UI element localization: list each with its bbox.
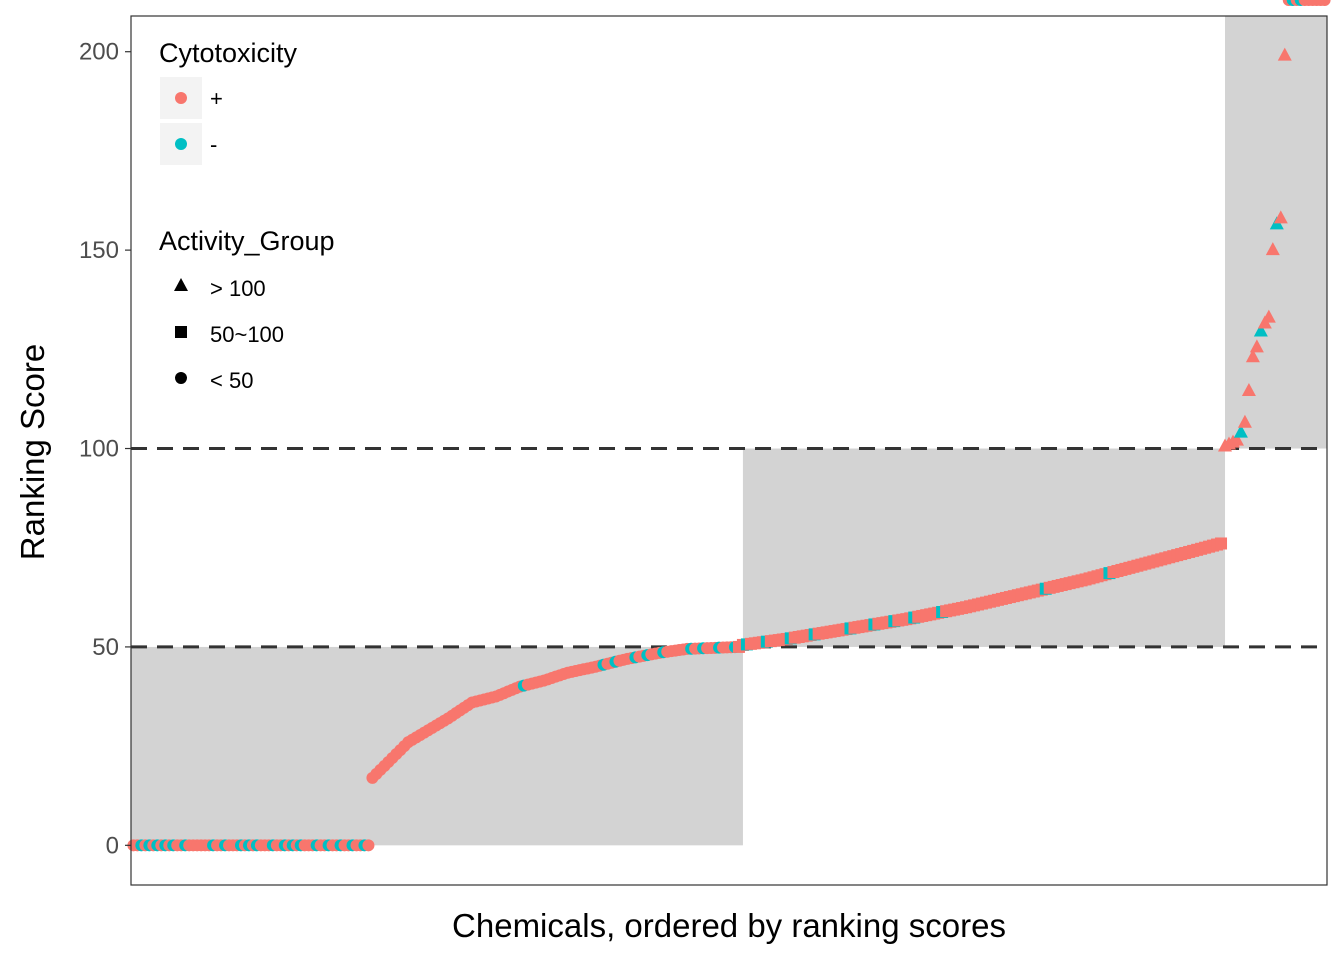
legend-key-square xyxy=(175,326,187,338)
legend-key-circle xyxy=(175,372,187,384)
data-point xyxy=(1237,414,1252,428)
legend-key-negative xyxy=(175,138,187,150)
data-point xyxy=(1273,210,1288,224)
legend-color-title: Cytotoxicity xyxy=(159,38,298,68)
y-axis-title: Ranking Score xyxy=(14,344,51,560)
data-point xyxy=(362,839,375,852)
data-point xyxy=(1265,242,1280,256)
shaded-region-1 xyxy=(131,646,743,846)
y-tick-label: 100 xyxy=(79,436,119,463)
legend-label-gt100: > 100 xyxy=(210,276,266,301)
y-tick-label: 150 xyxy=(79,237,119,264)
legend-label-negative: - xyxy=(210,132,217,157)
legend: Cytotoxicity + - Activity_Group > 100 50… xyxy=(159,38,335,393)
y-tick-label: 50 xyxy=(92,634,119,661)
y-tick-label: 0 xyxy=(106,832,119,859)
legend-label-50-100: 50~100 xyxy=(210,322,284,347)
data-point xyxy=(1277,47,1292,61)
legend-label-positive: + xyxy=(210,86,223,111)
data-point xyxy=(1253,323,1268,337)
data-point xyxy=(1233,424,1248,438)
data-point xyxy=(1215,537,1228,550)
plot-panel-border xyxy=(130,15,1328,886)
data-point xyxy=(1229,432,1244,446)
legend-label-lt50: < 50 xyxy=(210,368,253,393)
legend-key-positive xyxy=(175,92,187,104)
shaded-regions xyxy=(131,16,1327,846)
y-axis: 0 50 100 150 200 xyxy=(79,39,131,859)
data-point xyxy=(1241,382,1256,396)
y-tick-label: 200 xyxy=(79,39,119,66)
shaded-region-3 xyxy=(1225,16,1327,449)
legend-shape-title: Activity_Group xyxy=(159,226,335,256)
data-point xyxy=(1261,309,1276,323)
legend-key-triangle xyxy=(174,278,188,291)
x-axis-title: Chemicals, ordered by ranking scores xyxy=(452,907,1006,944)
data-point xyxy=(1249,339,1264,353)
data-points xyxy=(127,0,1331,852)
data-point xyxy=(1245,349,1260,363)
shaded-region-2 xyxy=(742,448,1226,647)
data-point xyxy=(1318,0,1331,6)
